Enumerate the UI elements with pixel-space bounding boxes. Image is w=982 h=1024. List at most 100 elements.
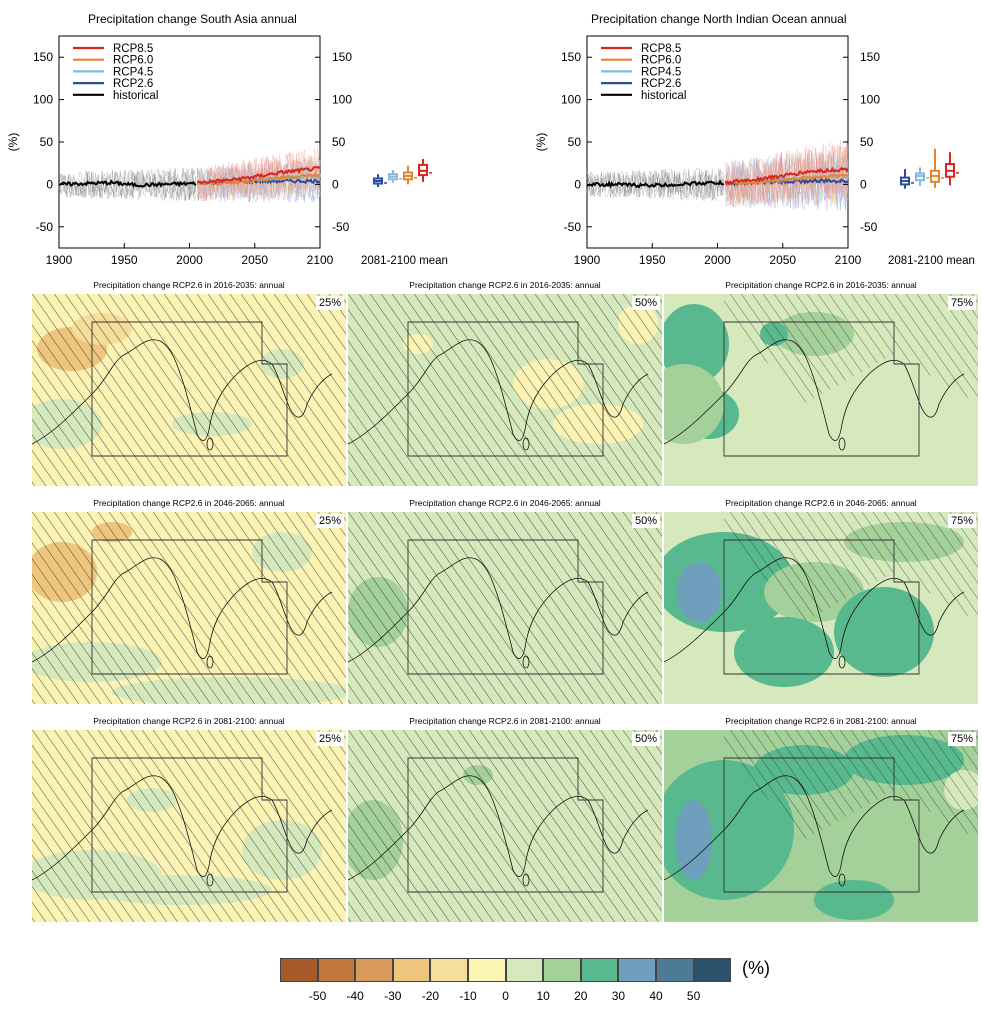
model-run-line xyxy=(58,168,197,200)
colorbar-swatch xyxy=(505,958,544,982)
region-box xyxy=(91,539,288,675)
colorbar-tick-label: -50 xyxy=(308,989,327,1003)
map-panel: 25% xyxy=(32,294,346,486)
map-field-region xyxy=(677,562,721,622)
colorbar-tick-label: 20 xyxy=(574,989,588,1003)
boxplot-label: 2081-2100 mean xyxy=(361,255,448,267)
x-tick-label: 1950 xyxy=(639,253,666,267)
colorbar-swatch xyxy=(656,958,694,982)
island-outline xyxy=(522,437,530,451)
colorbar-swatch xyxy=(317,958,356,982)
map-title: Precipitation change RCP2.6 in 2081-2100… xyxy=(409,716,601,726)
coastline xyxy=(348,557,649,663)
colorbar-swatch xyxy=(693,958,732,982)
legend-label: RCP6.0 xyxy=(113,55,153,67)
y-tick-label-left: -50 xyxy=(564,220,582,234)
colorbar-tick-label: -30 xyxy=(384,989,402,1003)
mean-lines xyxy=(586,166,849,189)
colorbar-tick-label: -40 xyxy=(346,989,364,1003)
mean-lines xyxy=(58,165,321,189)
map-field-region xyxy=(664,364,724,444)
y-tick-label-right: 100 xyxy=(860,93,880,107)
percentile-label: 50% xyxy=(631,514,660,528)
hatching xyxy=(724,512,978,622)
colorbar-tick-label: -10 xyxy=(459,989,477,1003)
map-field-region xyxy=(734,617,834,687)
model-run-line xyxy=(58,168,197,201)
ts-title-north-indian-ocean: Precipitation change North Indian Ocean … xyxy=(591,12,847,26)
map-title: Precipitation change RCP2.6 in 2081-2100… xyxy=(725,716,917,726)
y-tick-label-left: 50 xyxy=(40,135,54,149)
timeseries-panel-south-asia: 2081-2100 mean RCP8.5RCP6.0RCP4.5RCP2.6h… xyxy=(6,35,448,267)
y-tick-label-right: 50 xyxy=(860,135,874,149)
map-svg xyxy=(32,730,346,922)
plot-frame xyxy=(586,35,849,249)
y-axis-label: (%) xyxy=(6,133,20,152)
coastline xyxy=(348,775,649,881)
hatching xyxy=(32,512,346,704)
coastline xyxy=(348,339,649,445)
hatching xyxy=(32,294,346,486)
region-box xyxy=(407,757,604,893)
x-tick-label: 2050 xyxy=(241,253,268,267)
map-title: Precipitation change RCP2.6 in 2046-2065… xyxy=(93,498,285,508)
y-tick-label-right: 150 xyxy=(332,50,352,64)
legend-label: RCP8.5 xyxy=(641,43,681,55)
y-axis-label: (%) xyxy=(534,133,548,152)
y-tick-label-left: 0 xyxy=(46,177,53,191)
region-box xyxy=(407,321,604,457)
hatching xyxy=(348,294,662,486)
colorbar-swatch xyxy=(580,958,619,982)
model-run-line xyxy=(197,149,321,200)
region-box xyxy=(91,757,288,893)
map-title: Precipitation change RCP2.6 in 2081-2100… xyxy=(93,716,285,726)
legend-label: RCP4.5 xyxy=(113,66,153,78)
y-tick-label-right: -50 xyxy=(332,220,350,234)
map-panel: 50% xyxy=(348,512,662,704)
colorbar-swatch xyxy=(355,958,393,982)
hatching xyxy=(32,730,346,922)
map-panel: 25% xyxy=(32,730,346,922)
axes: 1900 1950 2000 2050 2100 150 100 50 0 -50 150 100 50… xyxy=(6,50,352,267)
coastline xyxy=(664,339,965,445)
model-run-line xyxy=(586,169,725,202)
island-outline xyxy=(522,873,530,887)
model-spread xyxy=(586,140,849,212)
hatching xyxy=(348,730,662,922)
y-tick-label-right: 0 xyxy=(860,177,867,191)
island-outline xyxy=(206,655,214,669)
boxplots: 2081-2100 mean xyxy=(888,148,975,267)
y-tick-label-left: 50 xyxy=(568,135,582,149)
timeseries-panel-north-indian-ocean: 2081-2100 mean RCP8.5RCP6.0RCP4.5RCP2.6h… xyxy=(534,35,975,267)
series-line-rcp60 xyxy=(724,173,849,187)
colorbar-tick-label: 10 xyxy=(536,989,550,1003)
island-outline xyxy=(838,437,846,451)
percentile-label: 75% xyxy=(947,296,976,310)
legend-label: RCP2.6 xyxy=(641,78,681,90)
map-panel: 75% xyxy=(664,512,978,704)
x-tick-label: 2050 xyxy=(769,253,796,267)
series-line-historical xyxy=(586,179,725,189)
colorbar-swatch xyxy=(430,958,468,982)
percentile-label: 50% xyxy=(631,732,660,746)
coastline xyxy=(32,339,333,445)
colorbar-swatch xyxy=(280,958,318,982)
map-title: Precipitation change RCP2.6 in 2016-2035… xyxy=(409,280,601,290)
y-tick-label-right: 100 xyxy=(332,93,352,107)
hatching xyxy=(348,512,662,704)
map-svg xyxy=(32,512,346,704)
x-tick-label: 1900 xyxy=(574,253,601,267)
x-tick-label: 2100 xyxy=(835,253,862,267)
map-svg xyxy=(348,730,662,922)
x-tick-label: 1900 xyxy=(46,253,73,267)
coastline xyxy=(664,775,965,881)
island-outline xyxy=(838,873,846,887)
colorbar-swatch xyxy=(392,958,431,982)
legend-label: RCP2.6 xyxy=(113,78,153,90)
legend-label: RCP8.5 xyxy=(113,43,153,55)
y-tick-label-left: 150 xyxy=(561,50,581,64)
map-svg xyxy=(664,294,978,457)
percentile-label: 75% xyxy=(947,514,976,528)
region-box xyxy=(723,757,920,893)
